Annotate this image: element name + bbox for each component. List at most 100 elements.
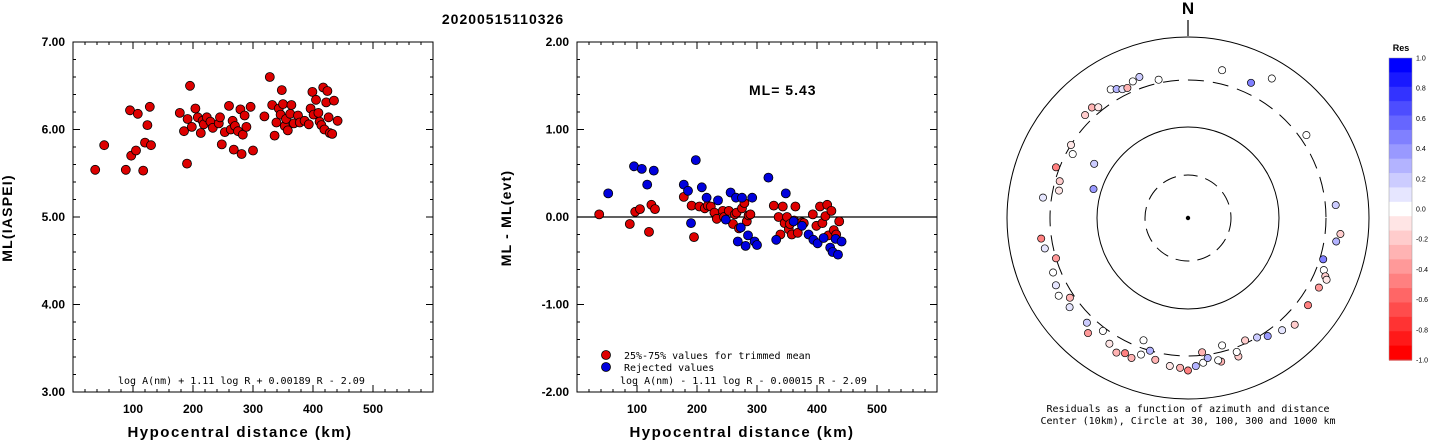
station-point bbox=[1336, 230, 1345, 238]
data-point bbox=[732, 236, 743, 247]
station-point bbox=[1127, 353, 1136, 362]
data-point bbox=[185, 80, 195, 91]
data-point bbox=[771, 234, 782, 245]
colorbar-cell bbox=[1389, 187, 1412, 203]
station-point bbox=[1184, 366, 1192, 375]
data-point bbox=[752, 240, 762, 250]
data-point bbox=[329, 95, 339, 106]
x-tick-label: 300 bbox=[243, 402, 263, 416]
legend-label-rejected: Rejected values bbox=[624, 363, 714, 374]
data-point bbox=[826, 205, 837, 216]
data-point bbox=[701, 192, 712, 203]
station-point bbox=[1139, 336, 1148, 345]
colorbar-tick-label: 0.0 bbox=[1416, 207, 1426, 214]
legend-label-trimmed: 25%-75% values for trimmed mean bbox=[624, 351, 811, 362]
data-point bbox=[245, 101, 256, 112]
north-label: N bbox=[1182, 0, 1194, 18]
colorbar-labels: 1.0 0.8 0.6 0.4 0.2 0.0 -0.2 -0.4 -0.6 -0.8 -1.0 bbox=[1416, 56, 1428, 365]
data-point bbox=[780, 188, 791, 199]
station-point bbox=[1089, 185, 1098, 194]
colorbar-cell bbox=[1389, 86, 1412, 102]
caption-line-2: Center (10km), Circle at 30, 100, 300 an… bbox=[1040, 416, 1335, 427]
data-point bbox=[690, 155, 701, 166]
y-tick-label: -2.00 bbox=[542, 385, 570, 399]
colorbar-tick-label: -0.2 bbox=[1416, 237, 1428, 244]
data-point bbox=[594, 209, 605, 220]
station-point bbox=[1068, 150, 1077, 159]
colorbar-tick-label: 0.4 bbox=[1416, 146, 1426, 153]
ring-300km bbox=[1049, 79, 1327, 357]
colorbar-cell bbox=[1389, 230, 1412, 246]
colorbar-tick-label: -0.6 bbox=[1416, 297, 1428, 304]
x-tick-labels: 100 200 300 400 500 bbox=[123, 402, 383, 416]
colorbar-cell bbox=[1389, 216, 1412, 232]
station-point bbox=[1290, 320, 1299, 329]
data-point bbox=[132, 108, 143, 119]
data-point bbox=[271, 117, 282, 128]
data-point bbox=[790, 201, 801, 212]
y-tick-label: 1.00 bbox=[546, 123, 570, 137]
colorbar-cell bbox=[1389, 288, 1412, 304]
colorbar-cell bbox=[1389, 115, 1412, 131]
x-tick-label: 500 bbox=[363, 402, 383, 416]
colorbar-cell bbox=[1389, 302, 1412, 318]
x-tick-label: 100 bbox=[123, 402, 143, 416]
data-point bbox=[650, 204, 660, 215]
station-point bbox=[1203, 354, 1212, 362]
data-point bbox=[228, 144, 239, 155]
x-tick-label: 300 bbox=[747, 402, 767, 416]
data-point bbox=[768, 200, 779, 211]
data-point bbox=[99, 140, 110, 151]
data-point bbox=[644, 226, 654, 237]
data-point bbox=[120, 164, 131, 175]
data-point bbox=[278, 99, 288, 109]
formula-label: log A(nm) + 1.11 log R + 0.00189 R - 2.0… bbox=[118, 376, 365, 387]
x-tick-labels: 100 200 300 400 500 bbox=[627, 402, 887, 416]
x-tick-label: 200 bbox=[687, 402, 707, 416]
residual-colorbar: Res 1.0 0.8 0.6 0.4 0.2 0.0 -0.2 -0.4 -0.6 -0.8 -1… bbox=[1388, 43, 1428, 365]
station-point bbox=[1199, 358, 1208, 367]
y-tick-labels: 3.00 4.00 5.00 6.00 7.00 bbox=[42, 35, 66, 399]
data-point bbox=[635, 204, 645, 215]
station-point bbox=[1055, 186, 1063, 195]
data-point bbox=[332, 115, 343, 126]
data-point bbox=[683, 185, 693, 196]
colorbar-cell bbox=[1389, 144, 1412, 160]
x-axis-label: Hypocentral distance (km) bbox=[127, 424, 352, 441]
station-point bbox=[1090, 159, 1099, 168]
data-point bbox=[142, 120, 153, 130]
legend-marker-rejected bbox=[601, 362, 611, 372]
data-point bbox=[239, 110, 250, 121]
station-point bbox=[1232, 347, 1241, 356]
station-point bbox=[1319, 255, 1328, 264]
legend-marker-trimmed bbox=[601, 350, 611, 360]
x-tick-label: 500 bbox=[867, 402, 887, 416]
colorbar-cells bbox=[1388, 57, 1413, 361]
station-point bbox=[1121, 349, 1129, 358]
data-point bbox=[624, 219, 635, 229]
azimuth-distance-polar-panel: N Residuals as a function of azimuth and… bbox=[1006, 0, 1370, 427]
colorbar-cell bbox=[1389, 201, 1412, 217]
station-point bbox=[1154, 75, 1163, 84]
station-point bbox=[1055, 177, 1064, 186]
x-axis-label: Hypocentral distance (km) bbox=[629, 424, 854, 441]
station-point bbox=[1054, 291, 1063, 300]
data-points bbox=[594, 155, 847, 260]
data-point bbox=[190, 103, 201, 114]
colorbar-tick-label: 0.8 bbox=[1416, 86, 1426, 93]
data-point bbox=[737, 192, 747, 203]
station-point bbox=[1304, 301, 1312, 310]
epicenter-dot bbox=[1185, 215, 1191, 221]
data-point bbox=[186, 122, 197, 132]
data-point bbox=[603, 188, 614, 199]
data-point bbox=[818, 233, 829, 243]
colorbar-tick-label: 0.6 bbox=[1416, 116, 1426, 123]
colorbar-cell bbox=[1389, 244, 1412, 260]
data-point bbox=[763, 172, 774, 183]
x-tick-label: 200 bbox=[183, 402, 203, 416]
colorbar-tick-label: -1.0 bbox=[1416, 358, 1428, 365]
data-point bbox=[282, 125, 293, 136]
station-point bbox=[1037, 234, 1046, 243]
x-tick-label: 400 bbox=[303, 402, 323, 416]
colorbar-cell bbox=[1389, 316, 1412, 332]
